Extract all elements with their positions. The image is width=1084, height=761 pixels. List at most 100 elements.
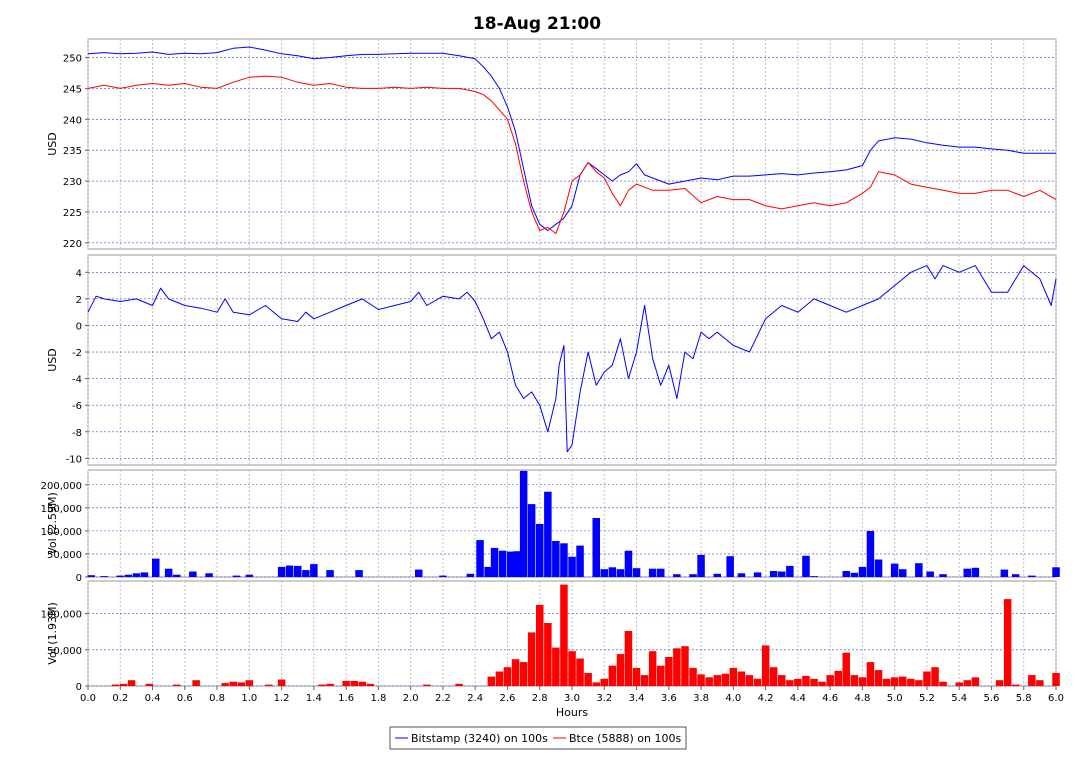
y-tick-label: 250 xyxy=(63,54,82,65)
bar xyxy=(608,567,617,577)
bar xyxy=(923,671,931,686)
y-tick-label: 245 xyxy=(63,84,82,95)
bar xyxy=(277,566,286,577)
x-tick-label: 2.2 xyxy=(435,693,451,704)
bar xyxy=(560,543,568,577)
bar xyxy=(874,670,883,686)
bar xyxy=(971,677,980,686)
bar xyxy=(415,569,423,577)
x-tick-label: 5.0 xyxy=(887,693,903,704)
bar xyxy=(507,551,515,577)
y-tick-label: 235 xyxy=(63,146,82,157)
y-tick-label: -2 xyxy=(72,348,82,359)
bar xyxy=(1036,680,1044,686)
x-tick-label: 4.6 xyxy=(822,693,838,704)
bar xyxy=(527,632,536,686)
bar xyxy=(592,518,600,577)
bar xyxy=(232,575,241,577)
bar xyxy=(657,665,665,686)
bar xyxy=(926,571,934,577)
bar xyxy=(484,566,492,577)
bar xyxy=(842,652,850,686)
bar xyxy=(285,565,294,577)
x-tick-label: 5.8 xyxy=(1016,693,1032,704)
x-tick-label: 2.6 xyxy=(500,693,516,704)
bar xyxy=(850,572,859,577)
y-tick-label: 230 xyxy=(63,177,82,188)
bar xyxy=(608,665,617,686)
bar xyxy=(874,559,883,577)
bar xyxy=(939,574,947,577)
bar xyxy=(205,573,213,577)
x-tick-label: 4.4 xyxy=(790,693,806,704)
bar xyxy=(995,680,1004,686)
x-tick-label: 5.4 xyxy=(951,693,967,704)
bar xyxy=(576,545,584,577)
bar xyxy=(802,675,810,686)
x-tick-label: 3.0 xyxy=(564,693,580,704)
bar xyxy=(173,574,181,577)
bar xyxy=(963,568,971,577)
bar xyxy=(439,575,447,577)
bar xyxy=(810,678,818,686)
bar xyxy=(568,556,576,577)
series-line-price-0 xyxy=(87,46,1056,231)
y-tick-label: 4 xyxy=(76,268,82,279)
bar xyxy=(1028,575,1036,577)
bar xyxy=(810,576,818,577)
x-tick-label: 1.6 xyxy=(338,693,354,704)
x-axis: 0.0 0.2 0.4 0.6 0.8 1.0 1.2 1.4 1.6 1.8 2.0 2.2 2.4 2… xyxy=(80,686,1064,704)
bar xyxy=(648,568,657,577)
bar xyxy=(713,675,721,686)
bar xyxy=(713,573,721,577)
bar xyxy=(681,646,689,686)
bar xyxy=(1000,569,1009,577)
bar xyxy=(245,680,254,686)
y-tick-label: 50,000 xyxy=(47,646,82,657)
y-axis-label-price: USD xyxy=(46,132,59,156)
bar xyxy=(173,684,181,686)
bar xyxy=(544,491,552,577)
bar xyxy=(1011,574,1020,577)
bar xyxy=(552,541,560,577)
chart-title: 18-Aug 21:00 xyxy=(473,14,601,34)
bar xyxy=(858,566,867,577)
bar xyxy=(302,570,310,577)
bar xyxy=(745,675,754,686)
bar xyxy=(326,683,334,686)
bar xyxy=(1052,673,1060,686)
x-tick-label: 0.4 xyxy=(145,693,161,704)
x-tick-label: 1.2 xyxy=(274,693,290,704)
bar xyxy=(342,680,350,686)
x-tick-label: 0.8 xyxy=(209,693,225,704)
bar xyxy=(229,681,237,686)
bar xyxy=(761,645,770,686)
bar xyxy=(544,623,552,686)
y-tick-label: 100,000 xyxy=(41,527,82,538)
legend-label-btce: Btce (5888) on 100s xyxy=(569,732,681,745)
y-tick-label: -4 xyxy=(72,375,82,386)
bar xyxy=(963,680,971,686)
bar xyxy=(536,604,544,686)
bar xyxy=(705,677,713,686)
bar xyxy=(310,564,318,577)
legend-label-bitstamp: Bitstamp (3240) on 100s xyxy=(411,732,548,745)
bar xyxy=(326,570,334,577)
x-tick-label: 2.8 xyxy=(532,693,548,704)
bar xyxy=(737,671,746,686)
bar xyxy=(632,667,641,686)
x-tick-label: 3.8 xyxy=(693,693,709,704)
bar xyxy=(511,659,520,686)
bar xyxy=(111,684,120,686)
y-tick-label: 150,000 xyxy=(41,504,82,515)
bar xyxy=(769,667,778,686)
x-tick-label: 5.2 xyxy=(919,693,935,704)
bar xyxy=(673,574,681,577)
y-axis-label-vol_btce: Vol (1.93M) xyxy=(46,602,59,665)
bar xyxy=(527,504,536,577)
x-tick-label: 1.8 xyxy=(370,693,386,704)
bar xyxy=(358,681,366,686)
bar xyxy=(318,684,326,686)
